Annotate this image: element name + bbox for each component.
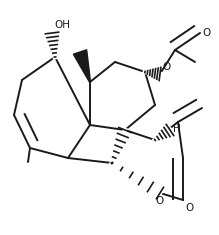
Text: O: O [162, 62, 170, 72]
Text: O: O [156, 196, 164, 206]
Polygon shape [73, 50, 90, 82]
Text: H: H [173, 124, 181, 134]
Text: OH: OH [54, 20, 70, 30]
Text: O: O [185, 203, 193, 213]
Text: O: O [202, 28, 210, 38]
